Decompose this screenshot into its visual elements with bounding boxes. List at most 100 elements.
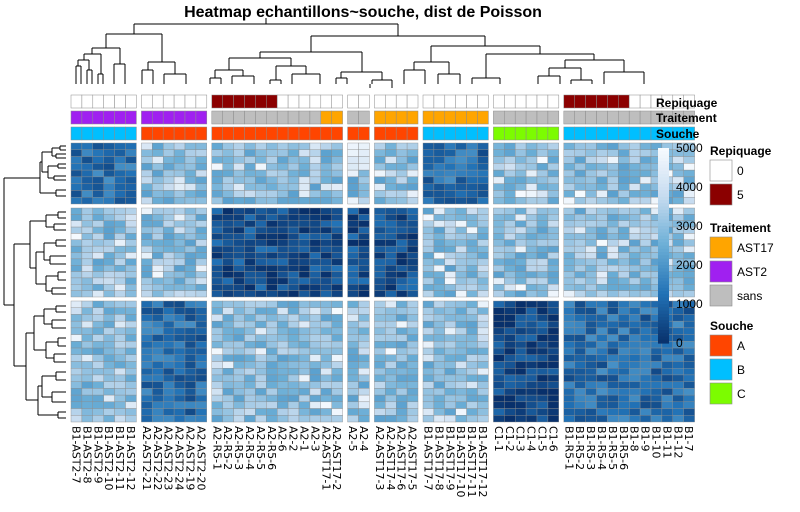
- heatmap-cell: [184, 347, 197, 355]
- heatmap-cell: [396, 307, 408, 315]
- heatmap-cell: [184, 394, 197, 403]
- heatmap-cell: [525, 277, 538, 285]
- heatmap-cell: [162, 163, 175, 171]
- heatmap-cell: [309, 320, 321, 329]
- heatmap-cell: [141, 142, 153, 150]
- heatmap-cell: [211, 401, 223, 409]
- heatmap-cell: [347, 245, 359, 253]
- heatmap-cell: [162, 374, 175, 382]
- heatmap-cell: [103, 381, 115, 389]
- heatmap-cell: [536, 284, 549, 291]
- heatmap-cell: [422, 341, 435, 349]
- heatmap-cell: [574, 156, 586, 164]
- heatmap-cell: [504, 197, 516, 205]
- heatmap-cell: [152, 197, 164, 205]
- heatmap-cell: [396, 408, 408, 416]
- heatmap-cell: [525, 300, 538, 308]
- heatmap-cell: [70, 197, 83, 205]
- heatmap-cell: [152, 220, 164, 228]
- heatmap-cell: [515, 374, 527, 382]
- heatmap-cell: [396, 354, 408, 362]
- heatmap-cell: [255, 265, 267, 272]
- heatmap-cell: [266, 239, 278, 247]
- heatmap-cell: [81, 265, 94, 272]
- heatmap-cell: [92, 320, 104, 329]
- heatmap-cell: [547, 271, 560, 279]
- heatmap-cell: [629, 226, 641, 234]
- heatmap-cell: [141, 149, 153, 157]
- heatmap-cell: [504, 265, 516, 272]
- heatmap-cell: [152, 408, 164, 416]
- heatmap-cell: [233, 149, 245, 157]
- colorbar-step: [658, 174, 669, 178]
- heatmap-cell: [266, 163, 278, 171]
- heatmap-cell: [547, 290, 560, 298]
- heatmap-cell: [422, 401, 435, 409]
- heatmap-cell: [574, 214, 586, 221]
- heatmap-cell: [103, 334, 115, 342]
- annotation-cell-traitement: [504, 110, 516, 125]
- heatmap-cell: [320, 341, 332, 349]
- heatmap-cell: [173, 149, 186, 157]
- heatmap-cell: [298, 220, 311, 228]
- heatmap-cell: [629, 163, 641, 171]
- heatmap-cell: [114, 341, 126, 349]
- heatmap-cell: [672, 156, 684, 164]
- column-label: C1-2: [503, 426, 516, 452]
- heatmap-cell: [444, 347, 456, 355]
- heatmap-cell: [211, 169, 223, 178]
- heatmap-cell: [477, 149, 489, 157]
- heatmap-cell: [233, 284, 245, 291]
- heatmap-cell: [277, 226, 289, 234]
- heatmap-cell: [287, 307, 300, 315]
- heatmap-cell: [618, 290, 630, 298]
- annotation-cell-souche: [607, 126, 619, 141]
- annotation-cell-repiquage: [125, 94, 137, 109]
- heatmap-cell: [444, 341, 456, 349]
- heatmap-cell: [331, 374, 343, 382]
- column-dendrogram-branch: [147, 61, 176, 74]
- heatmap-cell: [152, 284, 164, 291]
- heatmap-cell: [374, 408, 386, 416]
- heatmap-cell: [477, 290, 489, 298]
- annotation-cell-souche: [525, 126, 538, 141]
- heatmap-cell: [607, 226, 619, 234]
- heatmap-cell: [422, 163, 435, 171]
- heatmap-cell: [195, 258, 207, 266]
- heatmap-cell: [374, 381, 386, 389]
- heatmap-cell: [358, 265, 370, 272]
- heatmap-cell: [422, 245, 435, 253]
- column-label: C1-1: [492, 426, 505, 452]
- heatmap-cell: [672, 408, 684, 416]
- heatmap-cell: [455, 290, 467, 298]
- heatmap-cell: [320, 381, 332, 389]
- heatmap-cell: [255, 190, 267, 198]
- heatmap-cell: [536, 415, 549, 423]
- annotation-cell-traitement: [195, 110, 208, 125]
- heatmap-cell: [141, 307, 153, 315]
- heatmap-cell: [374, 233, 386, 240]
- heatmap-cell: [347, 233, 359, 240]
- heatmap-cell: [515, 197, 527, 205]
- heatmap-cell: [287, 190, 300, 198]
- heatmap-cell: [585, 169, 597, 178]
- heatmap-cell: [547, 176, 560, 184]
- heatmap-cell: [92, 307, 104, 315]
- heatmap-cell: [639, 334, 652, 342]
- heatmap-cell: [574, 368, 586, 376]
- heatmap-cell: [320, 176, 332, 184]
- heatmap-cell: [347, 314, 359, 322]
- heatmap-cell: [574, 252, 586, 260]
- heatmap-cell: [358, 149, 370, 157]
- heatmap-cell: [385, 368, 397, 376]
- heatmap-cell: [114, 374, 126, 382]
- heatmap-cell: [374, 341, 386, 349]
- column-label: A2-AST17-1: [319, 426, 332, 490]
- heatmap-cell: [596, 314, 608, 322]
- heatmap-cell: [515, 190, 527, 198]
- heatmap-cell: [233, 327, 245, 335]
- heatmap-cell: [618, 394, 630, 403]
- heatmap-cell: [563, 307, 575, 315]
- heatmap-cell: [114, 163, 126, 171]
- heatmap-cell: [152, 374, 164, 382]
